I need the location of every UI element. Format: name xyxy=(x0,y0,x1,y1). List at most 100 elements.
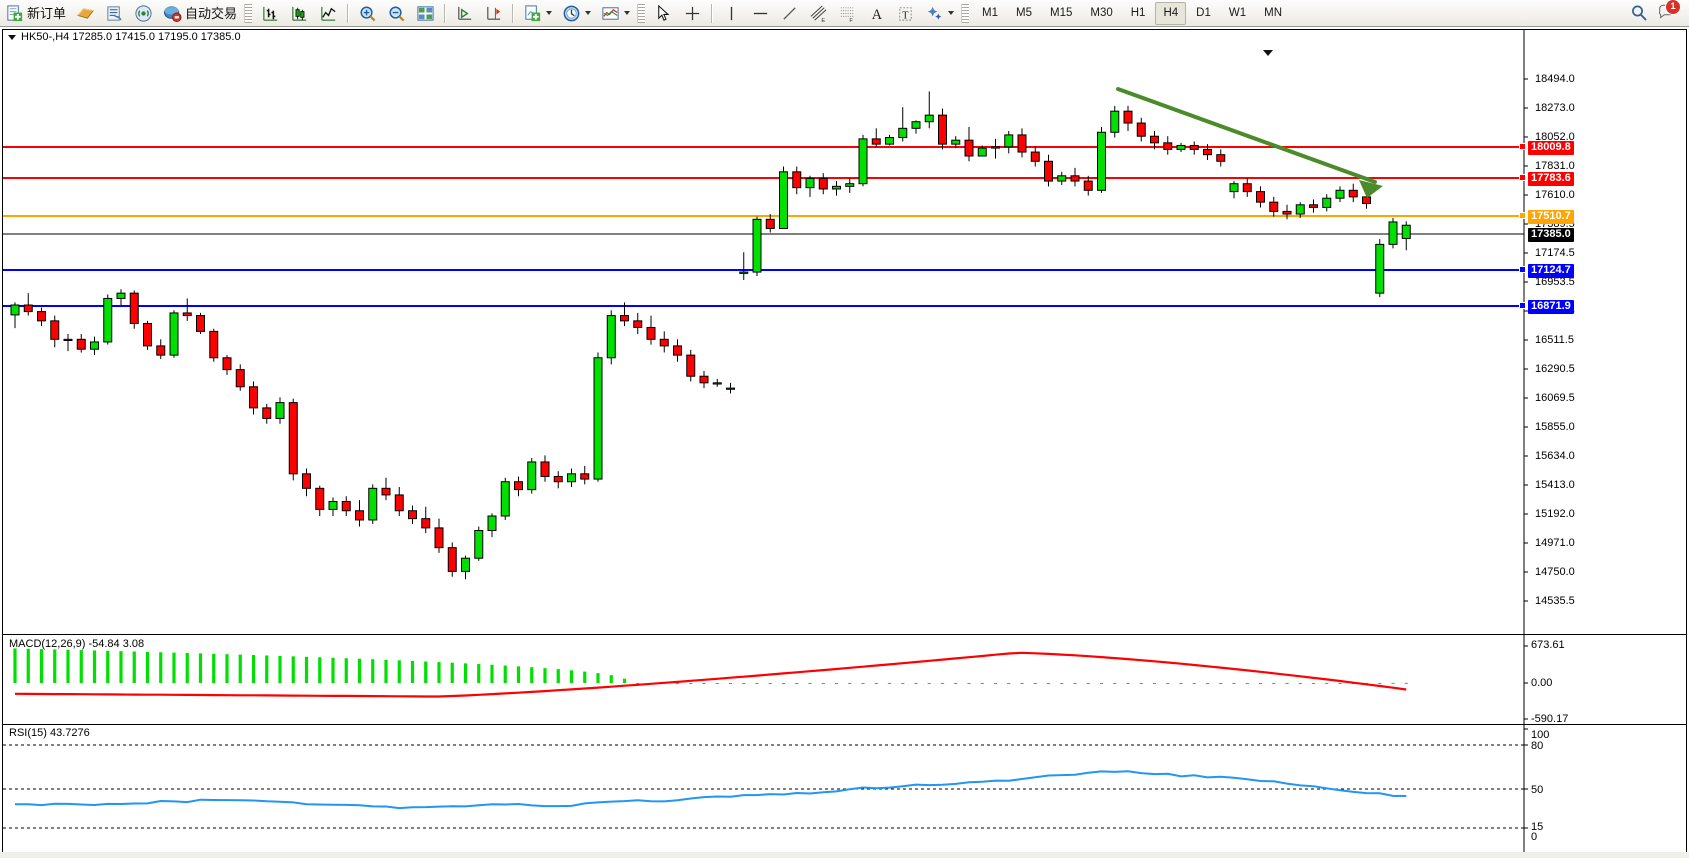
chart-plot-area[interactable]: 18494.0 18273.0 18052.0 17831.0 17610.0 … xyxy=(3,30,1686,857)
chevron-down-icon-3[interactable] xyxy=(624,11,631,15)
auto-trading-label: 自动交易 xyxy=(185,5,238,21)
candlestick-chart-icon xyxy=(292,6,307,21)
signals-icon xyxy=(135,4,152,22)
rsi-line xyxy=(15,770,1407,810)
price-tick-10: 16290.5 xyxy=(1535,363,1575,375)
text-label-button[interactable]: T xyxy=(892,1,919,26)
fibonacci-button[interactable]: F xyxy=(834,1,861,26)
candlestick-series xyxy=(10,91,1411,580)
main-toolbar: 新订单 自动交易 xyxy=(0,0,1689,27)
level-tag-17124[interactable]: 17124.7 xyxy=(1528,264,1574,278)
zoom-out-button[interactable] xyxy=(383,1,410,26)
zoom-in-button[interactable] xyxy=(354,1,381,26)
level-marker-17783[interactable] xyxy=(1519,174,1526,181)
shapes-icon xyxy=(927,6,942,20)
level-marker-17510[interactable] xyxy=(1519,212,1526,219)
price-tick-11: 16069.5 xyxy=(1535,392,1575,404)
toolbar-grip-2[interactable] xyxy=(637,3,646,23)
timeframe-m5[interactable]: M5 xyxy=(1016,6,1032,19)
chat-button[interactable]: 1 xyxy=(1657,0,1681,24)
level-marker-17124[interactable] xyxy=(1519,266,1526,273)
chevron-down-icon-2[interactable] xyxy=(585,11,592,15)
timeframe-h4[interactable]: H4 xyxy=(1155,1,1187,25)
shapes-button[interactable] xyxy=(921,1,958,26)
level-tag-17510[interactable]: 17510.7 xyxy=(1528,210,1574,224)
equidistant-channel-icon: E xyxy=(810,5,827,23)
chevron-down-icon[interactable] xyxy=(546,11,553,15)
level-tag-18009[interactable]: 18009.8 xyxy=(1528,141,1574,155)
timeframe-m1[interactable]: M1 xyxy=(982,6,999,19)
macd-label: MACD(12,26,9) -54.84 3.08 xyxy=(9,638,145,650)
level-tag-16871[interactable]: 16871.9 xyxy=(1528,300,1574,314)
new-order-button[interactable]: 新订单 xyxy=(1,1,70,26)
text-label-icon: T xyxy=(899,6,912,21)
macd-histogram xyxy=(13,648,1408,684)
trendline-button[interactable] xyxy=(776,1,803,26)
toolbar-grip[interactable] xyxy=(244,3,253,23)
bar-chart-button[interactable] xyxy=(257,1,284,26)
text-icon: A xyxy=(872,7,883,23)
timeframe-w1[interactable]: W1 xyxy=(1228,6,1247,19)
rsi-pane-svg xyxy=(3,725,1528,857)
timeframe-mn[interactable]: MN xyxy=(1264,6,1282,19)
auto-scroll-icon xyxy=(458,6,472,20)
indicators-icon xyxy=(602,6,619,20)
auto-trading-button[interactable]: 自动交易 xyxy=(159,1,241,26)
rsi-tick-80: 80 xyxy=(1531,740,1544,752)
price-tick-12: 15855.0 xyxy=(1535,421,1575,433)
trend-arrow-annotation[interactable] xyxy=(1116,87,1383,198)
indicators-button[interactable] xyxy=(597,1,634,26)
macd-tick-bot: -590.17 xyxy=(1531,713,1569,725)
price-tick-6: 17174.5 xyxy=(1535,247,1575,259)
chart-shift-button[interactable] xyxy=(480,1,507,26)
price-tick-15: 15192.0 xyxy=(1535,508,1575,520)
equidistant-channel-button[interactable]: E xyxy=(805,1,832,26)
price-tick-7: 16953.5 xyxy=(1535,276,1575,288)
level-marker-16871[interactable] xyxy=(1519,302,1526,309)
timeframe-h1[interactable]: H1 xyxy=(1130,6,1146,19)
data-window-icon xyxy=(107,5,122,21)
text-button[interactable]: A xyxy=(863,1,890,26)
search-icon[interactable] xyxy=(1629,3,1649,23)
cursor-tool-button[interactable] xyxy=(650,1,677,26)
rsi-pane-divider xyxy=(3,724,1686,725)
toolbar-grip-3[interactable] xyxy=(961,3,970,23)
data-window-button[interactable] xyxy=(101,1,128,26)
status-strip xyxy=(0,852,1689,858)
line-chart-icon xyxy=(321,6,336,21)
level-marker-18009[interactable] xyxy=(1519,143,1526,150)
timeframe-d1[interactable]: D1 xyxy=(1196,6,1211,19)
price-tick-0: 18494.0 xyxy=(1535,73,1575,85)
symbol-bar[interactable]: HK50-,H4 17285.0 17415.0 17195.0 17385.0 xyxy=(3,30,241,44)
toolbar-right-group: 1 xyxy=(1629,0,1689,24)
scroll-caret-icon[interactable] xyxy=(1263,50,1273,56)
price-tick-17: 14750.0 xyxy=(1535,566,1575,578)
timeframe-m15[interactable]: M15 xyxy=(1050,6,1073,19)
new-order-icon xyxy=(7,4,23,21)
macd-signal-line xyxy=(14,651,1407,698)
chevron-down-icon-4[interactable] xyxy=(948,11,955,15)
toolbar-separator-2 xyxy=(444,3,447,23)
crosshair-tool-button[interactable] xyxy=(679,1,706,26)
period-button[interactable] xyxy=(558,1,595,26)
auto-scroll-button[interactable] xyxy=(451,1,478,26)
fibonacci-icon: F xyxy=(840,6,853,23)
signals-button[interactable] xyxy=(130,1,157,26)
svg-text:T: T xyxy=(902,10,909,21)
chart-menu-icon[interactable] xyxy=(8,34,16,40)
vertical-line-button[interactable] xyxy=(718,1,745,26)
horizontal-line-button[interactable] xyxy=(747,1,774,26)
chart-grid-button[interactable] xyxy=(412,1,439,26)
candlestick-chart-button[interactable] xyxy=(286,1,313,26)
level-tag-17783[interactable]: 17783.6 xyxy=(1528,172,1574,186)
new-chart-button[interactable] xyxy=(519,1,556,26)
price-tick-2: 18052.0 xyxy=(1535,131,1575,143)
svg-text:A: A xyxy=(872,7,883,23)
timeframe-m30[interactable]: M30 xyxy=(1090,6,1113,19)
templates-button[interactable] xyxy=(72,1,99,26)
svg-text:E: E xyxy=(821,18,825,23)
line-chart-button[interactable] xyxy=(315,1,342,26)
chart-window[interactable]: HK50-,H4 17285.0 17415.0 17195.0 17385.0 xyxy=(2,29,1687,857)
macd-pane-svg xyxy=(13,635,1528,723)
price-tick-16: 14971.0 xyxy=(1535,537,1575,549)
